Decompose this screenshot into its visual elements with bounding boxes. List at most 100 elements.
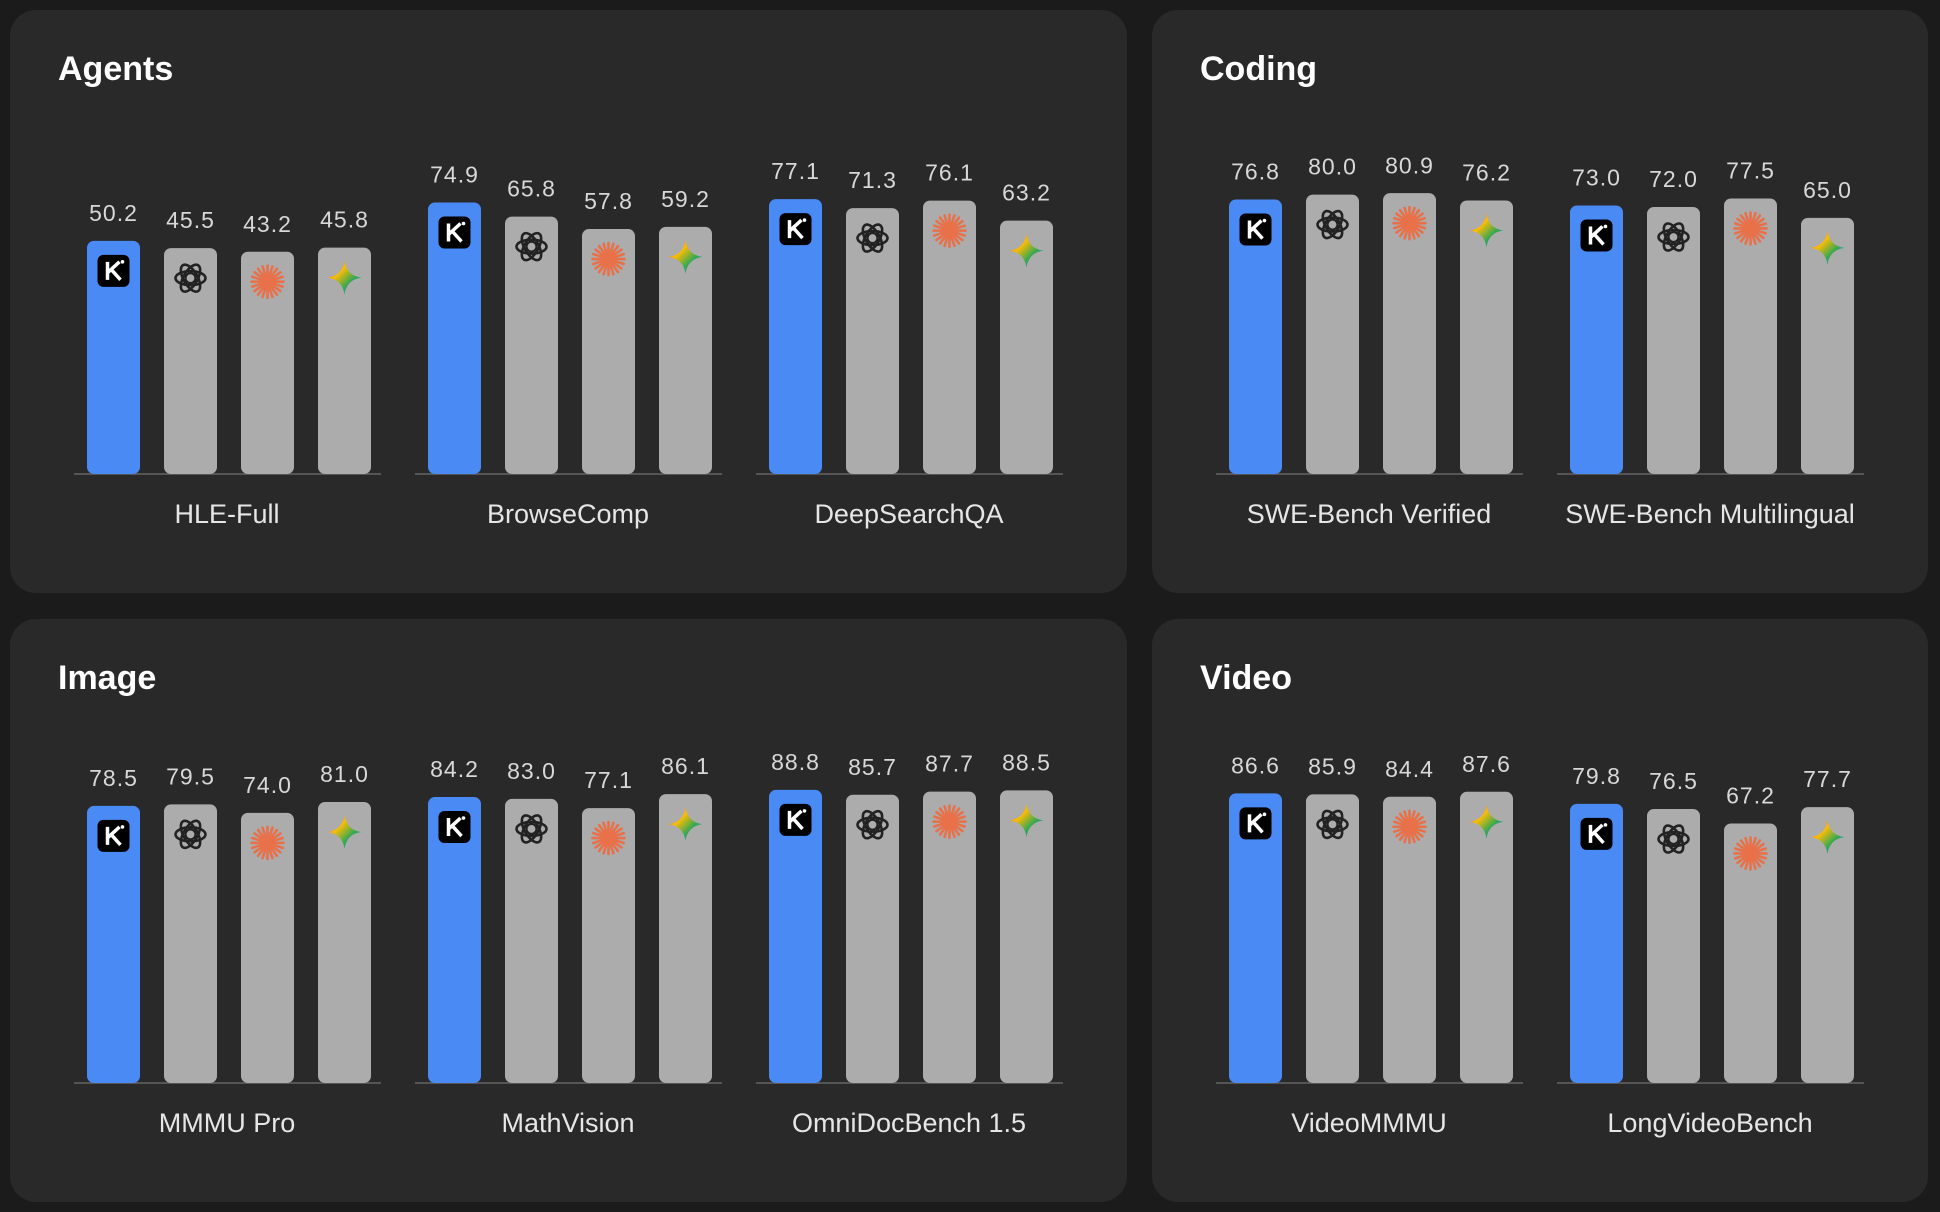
bar xyxy=(659,794,712,1083)
openai-logo xyxy=(179,263,202,293)
value-label: 57.8 xyxy=(584,188,633,214)
bar xyxy=(318,247,371,474)
bar xyxy=(1570,205,1623,474)
model-icon xyxy=(515,231,548,262)
model-icon xyxy=(1316,209,1349,240)
bar xyxy=(1383,796,1436,1083)
bar xyxy=(241,812,294,1083)
bar xyxy=(428,202,481,474)
openai-logo-core xyxy=(525,822,538,836)
value-label: 59.2 xyxy=(661,186,710,212)
bar xyxy=(1306,194,1359,475)
model-icon xyxy=(327,815,362,850)
openai-logo-core xyxy=(866,231,879,245)
openai-logo xyxy=(520,231,543,262)
openai-logo xyxy=(179,819,202,850)
openai-logo xyxy=(1657,830,1690,848)
k-logo-dot xyxy=(1603,823,1608,827)
gemini-logo xyxy=(1810,820,1845,855)
bar xyxy=(1306,794,1359,1083)
model-icon xyxy=(97,254,130,287)
openai-logo xyxy=(1662,222,1685,252)
openai-logo xyxy=(861,809,884,840)
model-icon xyxy=(1469,804,1504,839)
model-icon xyxy=(174,819,207,850)
bar xyxy=(164,804,217,1083)
openai-logo xyxy=(520,814,543,844)
k-logo-dot xyxy=(1603,224,1608,229)
category-label: HLE-Full xyxy=(174,499,279,529)
bar xyxy=(1460,200,1513,475)
value-label: 81.0 xyxy=(320,761,369,787)
category-label: BrowseComp xyxy=(487,499,649,529)
value-label: 80.0 xyxy=(1308,154,1357,180)
bar xyxy=(582,229,635,474)
gemini-logo xyxy=(1810,230,1845,265)
category-label: OmniDocBench 1.5 xyxy=(792,1108,1026,1138)
model-icon xyxy=(1657,824,1690,854)
model-icon xyxy=(327,260,362,295)
panel-title: Video xyxy=(1200,659,1292,697)
openai-logo xyxy=(515,820,548,838)
gemini-logo xyxy=(668,239,703,274)
claude-logo xyxy=(250,275,285,288)
gemini-logo xyxy=(327,815,362,850)
model-icon xyxy=(250,825,285,861)
bar xyxy=(769,199,822,474)
bar xyxy=(846,208,899,474)
model-icon xyxy=(856,809,889,840)
model-icon xyxy=(1469,213,1504,248)
claude-logo xyxy=(932,224,967,237)
model-icon xyxy=(1239,807,1272,840)
bar xyxy=(582,808,635,1083)
bar xyxy=(1460,791,1513,1083)
openai-logo-core xyxy=(866,818,879,831)
bar xyxy=(1000,790,1053,1083)
value-label: 45.8 xyxy=(320,207,369,233)
bar xyxy=(428,797,481,1083)
value-label: 78.5 xyxy=(89,765,138,791)
model-icon xyxy=(779,213,812,246)
category-label: MMMU Pro xyxy=(159,1108,296,1138)
model-icon xyxy=(668,239,703,274)
openai-logo xyxy=(1321,209,1344,240)
bar xyxy=(318,802,371,1083)
value-label: 76.1 xyxy=(925,160,974,186)
bar xyxy=(1383,193,1436,474)
bar xyxy=(846,794,899,1083)
value-label: 88.5 xyxy=(1002,749,1051,775)
openai-logo xyxy=(179,263,202,293)
value-label: 83.0 xyxy=(507,758,556,784)
value-label: 67.2 xyxy=(1726,783,1775,809)
openai-logo xyxy=(1316,816,1349,833)
model-icon xyxy=(591,820,626,856)
value-label: 74.9 xyxy=(430,162,479,188)
bar xyxy=(1000,220,1053,474)
openai-logo xyxy=(520,814,543,844)
panel-title: Agents xyxy=(58,50,173,88)
value-label: 77.1 xyxy=(584,767,633,793)
openai-logo xyxy=(520,231,543,262)
value-label: 79.5 xyxy=(166,763,215,789)
value-label: 85.7 xyxy=(848,754,897,780)
category-label: SWE-Bench Multilingual xyxy=(1565,499,1855,529)
openai-logo-core xyxy=(1667,230,1680,244)
model-icon xyxy=(1810,230,1845,265)
claude-logo xyxy=(932,815,967,828)
k-logo xyxy=(105,825,122,847)
model-icon xyxy=(1810,820,1845,855)
model-icon xyxy=(779,803,812,836)
model-icon xyxy=(1009,803,1044,838)
openai-logo xyxy=(1662,824,1685,854)
panel-title: Coding xyxy=(1200,50,1317,88)
k-logo xyxy=(1247,813,1264,834)
bar xyxy=(505,216,558,474)
claude-logo xyxy=(591,252,626,266)
claude-logo xyxy=(1392,216,1427,230)
k-logo xyxy=(1588,823,1605,845)
value-label: 86.6 xyxy=(1231,752,1280,778)
openai-logo xyxy=(1657,228,1690,246)
model-icon xyxy=(1392,205,1427,241)
value-label: 77.7 xyxy=(1803,766,1852,792)
bar xyxy=(1647,809,1700,1083)
